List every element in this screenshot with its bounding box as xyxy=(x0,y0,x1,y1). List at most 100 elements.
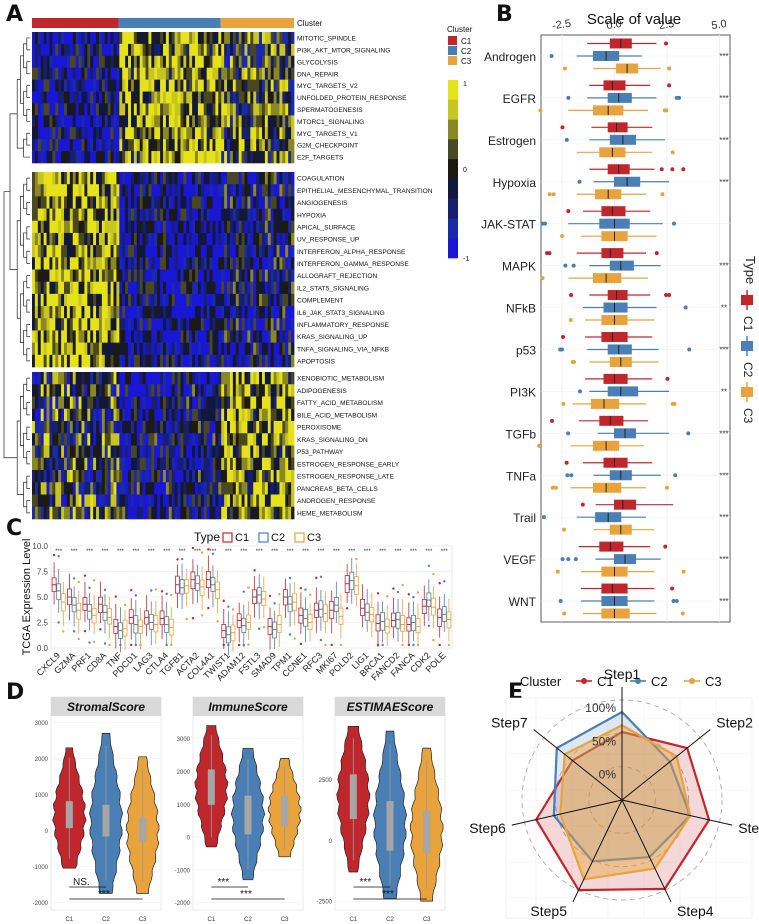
heatmap-cell xyxy=(221,306,225,319)
significance-marker: *** xyxy=(225,549,233,555)
heatmap-cell xyxy=(93,396,97,410)
heatmap-cell xyxy=(291,293,295,307)
heatmap-cell xyxy=(160,196,164,209)
heatmap-cell xyxy=(183,184,187,197)
dendrogram-branch xyxy=(26,402,30,416)
heatmap-cell xyxy=(32,445,36,459)
heatmap-cell xyxy=(87,172,91,185)
heatmap-cell xyxy=(232,354,237,368)
heatmap-cell xyxy=(98,494,103,508)
heatmap-cell xyxy=(43,208,47,222)
heatmap-row xyxy=(32,342,295,356)
heatmap-cell xyxy=(218,208,222,222)
heatmap-cell xyxy=(37,396,42,410)
heatmap-cell xyxy=(32,384,36,397)
heatmap-cell xyxy=(90,330,94,343)
heatmap-cell xyxy=(81,127,85,140)
heatmap-cell xyxy=(232,245,237,258)
heatmap-cell xyxy=(218,220,222,234)
heatmap-cell xyxy=(165,482,170,495)
heatmap-cell xyxy=(215,103,219,116)
heatmap-cell xyxy=(55,232,59,246)
heatmap-cell xyxy=(133,184,138,197)
heatmap-cell xyxy=(218,408,222,422)
heatmap-cell xyxy=(130,184,135,197)
heatmap-cell xyxy=(58,103,62,116)
heatmap-cell xyxy=(238,208,242,222)
heatmap-cell xyxy=(75,79,79,92)
heatmap-cell xyxy=(235,139,240,152)
heatmap-cell xyxy=(200,281,205,295)
heatmap-cell xyxy=(232,79,237,92)
heatmap-cell xyxy=(279,79,283,92)
heatmap-cell xyxy=(232,318,237,331)
heatmap-cell xyxy=(247,257,251,270)
heatmap-cell xyxy=(52,220,56,234)
heatmap-cell xyxy=(52,433,56,446)
heatmap-cell xyxy=(110,103,114,116)
heatmap-cell xyxy=(93,318,97,331)
heatmap-cell xyxy=(212,43,216,57)
outlier-point xyxy=(672,221,677,226)
heatmap-cell xyxy=(195,196,199,209)
heatmap-cell xyxy=(122,281,126,295)
heatmap-cell xyxy=(261,470,266,483)
heatmap-cell xyxy=(180,421,184,434)
heatmap-cell xyxy=(101,470,106,483)
heatmap-cell xyxy=(78,408,82,422)
heatmap-cell xyxy=(282,91,286,104)
heatmap-cell xyxy=(43,43,47,57)
heatmap-cell xyxy=(206,79,210,92)
heatmap-cell xyxy=(177,494,181,508)
heatmap-cell xyxy=(66,127,71,140)
heatmap-cell xyxy=(46,269,50,282)
heatmap-cell xyxy=(256,79,260,92)
heatmap-cell xyxy=(279,457,283,471)
heatmap-cell xyxy=(133,151,138,164)
box-LAG3 xyxy=(148,613,154,630)
heatmap-cell xyxy=(270,127,275,140)
heatmap-cell xyxy=(136,457,141,471)
heatmap-cell xyxy=(244,32,248,45)
heatmap-cell xyxy=(232,470,237,483)
heatmap-cell xyxy=(75,408,79,422)
outlier-point xyxy=(443,580,446,583)
heatmap-cell xyxy=(139,127,144,140)
heatmap-cell xyxy=(215,306,219,319)
heatmap-cell xyxy=(227,184,231,197)
significance-marker: *** xyxy=(256,549,264,555)
heatmap-row-label: GLYCOLYSIS xyxy=(297,59,338,66)
heatmap-cell xyxy=(78,372,82,385)
heatmap-cell xyxy=(154,151,158,164)
heatmap-cell xyxy=(203,457,208,471)
heatmap-cell xyxy=(241,43,245,57)
heatmap-cell xyxy=(101,494,106,508)
heatmap-cell xyxy=(163,55,167,69)
heatmap-cell xyxy=(285,342,289,356)
heatmap-cell xyxy=(125,196,129,209)
heatmap-cell xyxy=(55,67,59,80)
dendrogram-branch xyxy=(23,91,27,116)
heatmap-cell xyxy=(259,396,263,410)
heatmap-row xyxy=(32,196,295,209)
heatmap-cell xyxy=(130,245,135,258)
heatmap-cell xyxy=(195,208,199,222)
heatmap-cell xyxy=(267,269,272,282)
heatmap-cell xyxy=(96,494,100,508)
heatmap-cell xyxy=(241,457,245,471)
heatmap-cell xyxy=(279,433,283,446)
heatmap-cell xyxy=(192,79,196,92)
heatmap-row xyxy=(32,482,295,495)
heatmap-cell xyxy=(133,457,138,471)
heatmap-cell xyxy=(174,384,178,397)
outlier-point xyxy=(560,125,565,130)
heatmap-cell xyxy=(212,196,216,209)
heatmap-cell xyxy=(160,408,164,422)
heatmap-cell xyxy=(253,408,257,422)
heatmap-cell xyxy=(264,67,269,80)
heatmap-cell xyxy=(270,55,275,69)
heatmap-cell xyxy=(282,184,286,197)
heatmap-cell xyxy=(189,306,193,319)
heatmap-cell xyxy=(130,281,135,295)
